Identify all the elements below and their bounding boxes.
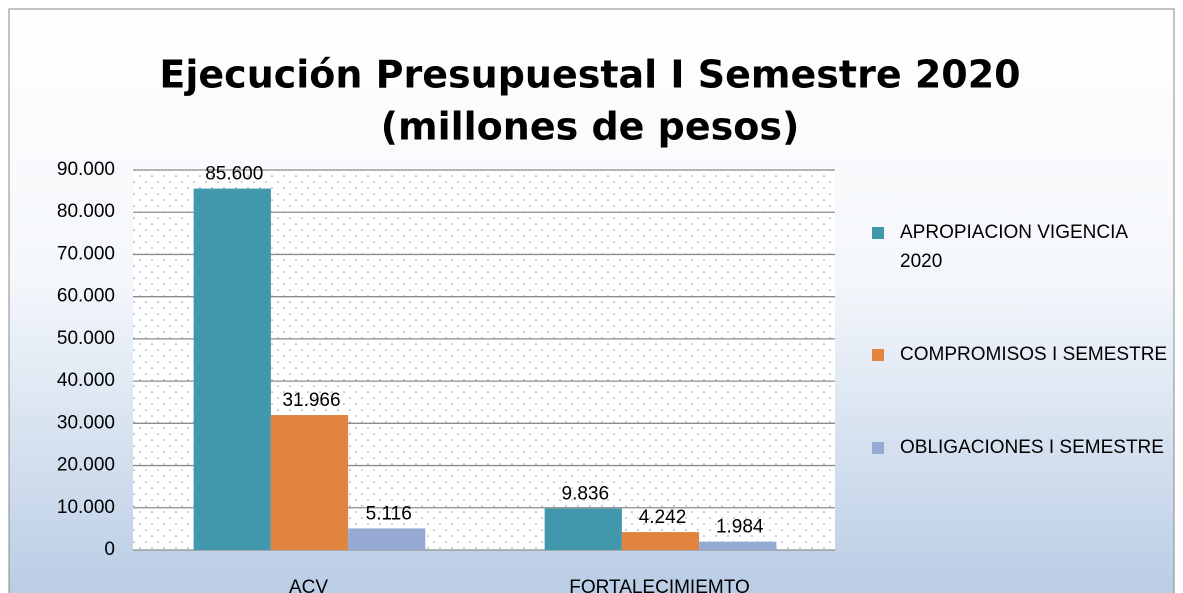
legend-label: COMPROMISOS I SEMESTRE [900,344,1168,365]
bar [193,188,271,551]
value-label: 9.836 [562,483,610,504]
y-tick-label: 40.000 [57,370,115,391]
y-tick-label: 80.000 [57,201,115,222]
value-label: 5.116 [366,503,412,524]
legend-label: APROPIACION VIGENCIA 2020 [900,222,1127,272]
y-tick-label: 30.000 [57,412,115,433]
bar [699,541,777,550]
chart-title: Ejecución Presupuestal I Semestre 2020 [159,53,1020,97]
x-tick-label: ACV [289,577,328,593]
bar [621,532,700,550]
legend-swatch [872,349,884,361]
y-tick-label: 10.000 [57,497,115,518]
legend: APROPIACION VIGENCIA 2020 COMPROMISOS I S… [872,218,1172,526]
legend-swatch [872,227,884,239]
value-label: 31.966 [282,390,340,411]
value-label: 4.242 [639,507,687,528]
legend-item: COMPROMISOS I SEMESTRE [872,340,1170,369]
y-tick-label: 20.000 [57,455,115,476]
legend-item: APROPIACION VIGENCIA 2020 [872,218,1170,276]
bar [270,415,349,550]
y-tick-label: 60.000 [57,286,115,307]
bar [544,508,622,550]
bar [348,528,426,550]
legend-label: OBLIGACIONES I SEMESTRE [900,437,1164,458]
y-tick-label: 90.000 [57,159,115,180]
value-label: 1.984 [716,517,764,538]
legend-swatch [872,442,884,454]
x-tick-label: FORTALECIMIEMTO [569,577,750,593]
y-tick-label: 0 [104,539,115,560]
y-tick-label: 50.000 [57,328,115,349]
legend-item: OBLIGACIONES I SEMESTRE [872,433,1170,462]
y-tick-label: 70.000 [57,243,115,264]
value-label: 85.600 [205,164,263,185]
chart-subtitle: (millones de pesos) [381,105,800,149]
